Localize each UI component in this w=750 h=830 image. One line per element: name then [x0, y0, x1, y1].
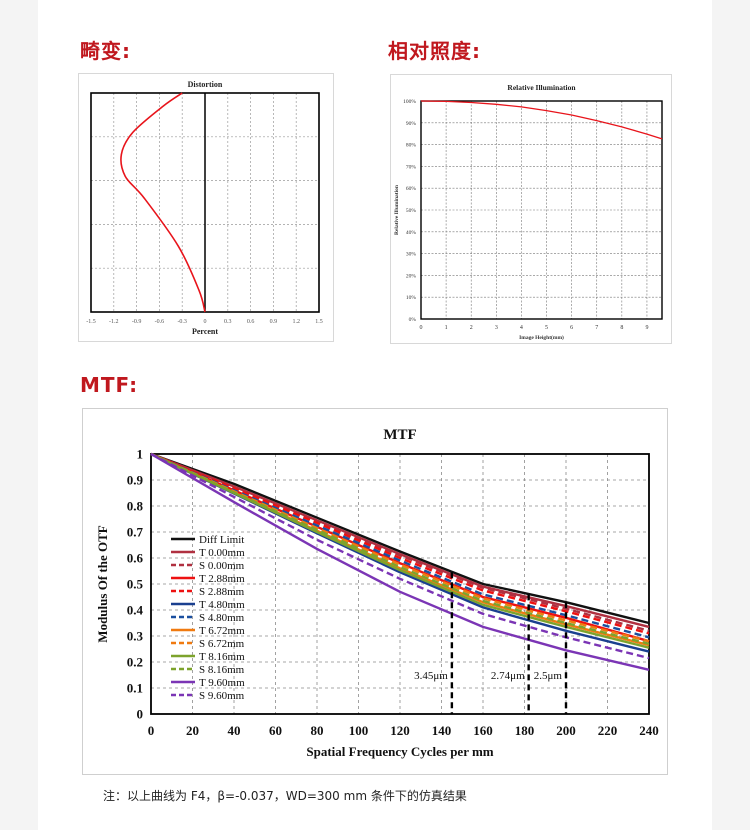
mtf-pixel-size-label: 2.74μm — [491, 670, 525, 682]
mtf-y-tick-label: 0.5 — [127, 577, 144, 592]
mtf-y-tick-label: 0.6 — [127, 551, 144, 566]
mtf-series-line — [150, 452, 650, 635]
mtf-x-tick-label: 0 — [148, 723, 155, 738]
mtf-y-tick-label: 0.8 — [127, 499, 144, 514]
ri-y-axis-label: Relative Illumination — [394, 185, 400, 235]
mtf-x-tick-label: 20 — [186, 723, 199, 738]
mtf-y-axis-label: Modulus Of the OTF — [95, 525, 110, 642]
ri-x-axis-label: Image Height(mm) — [519, 334, 564, 341]
mtf-series-line — [150, 452, 650, 645]
mtf-legend-entry: Diff Limit — [199, 534, 244, 546]
mtf-x-tick-label: 180 — [515, 723, 535, 738]
mtf-legend-entry: S 9.60mm — [199, 690, 245, 702]
ri-curve — [420, 100, 663, 140]
ri-y-tick-label: 90% — [406, 121, 417, 127]
ri-x-tick-label: 7 — [595, 325, 598, 331]
distortion-curve — [120, 92, 206, 313]
mtf-legend-entry: T 0.00mm — [199, 547, 245, 559]
mtf-series-line — [150, 452, 650, 671]
ri-y-tick-label: 30% — [406, 252, 417, 258]
ri-y-tick-label: 80% — [406, 143, 417, 149]
distortion-x-tick-label: 0.3 — [224, 319, 232, 325]
mtf-y-tick-label: 0.9 — [127, 473, 144, 488]
mtf-legend-entry: T 9.60mm — [199, 677, 245, 689]
mtf-y-tick-label: 0.3 — [127, 629, 144, 644]
mtf-y-tick-label: 1 — [137, 447, 144, 462]
ri-y-tick-label: 0% — [409, 317, 417, 323]
mtf-x-tick-label: 140 — [432, 723, 452, 738]
mtf-y-tick-label: 0.7 — [127, 525, 144, 540]
distortion-x-tick-label: -0.9 — [132, 319, 142, 325]
mtf-x-tick-label: 80 — [311, 723, 324, 738]
ri-y-tick-label: 60% — [406, 186, 417, 192]
mtf-legend-entry: T 2.88mm — [199, 573, 245, 585]
mtf-pixel-size-label: 2.5μm — [534, 670, 563, 682]
mtf-x-tick-label: 100 — [349, 723, 369, 738]
distortion-x-tick-label: 1.5 — [315, 319, 323, 325]
distortion-x-tick-label: -1.2 — [109, 319, 119, 325]
ri-title: Relative Illumination — [507, 83, 576, 92]
mtf-x-tick-label: 220 — [598, 723, 618, 738]
mtf-y-tick-label: 0.2 — [127, 655, 143, 670]
mtf-x-tick-label: 120 — [390, 723, 410, 738]
ri-x-tick-label: 6 — [570, 325, 573, 331]
distortion-title: Distortion — [188, 80, 223, 89]
relative-illumination-chart: 0 1 2 3 4 5 6 7 8 90%10%20%30%40%50%60%70%80%90%1… — [394, 83, 663, 341]
mtf-pixel-size-label: 3.45μm — [414, 670, 448, 682]
mtf-y-tick-label: 0.1 — [127, 681, 143, 696]
ri-x-tick-label: 2 — [470, 325, 473, 331]
ri-x-tick-label: 8 — [620, 325, 623, 331]
mtf-title: MTF — [383, 427, 416, 443]
distortion-heading: 畸变: — [80, 39, 131, 63]
distortion-x-tick-label: 1.2 — [292, 319, 300, 325]
mtf-heading: MTF: — [80, 373, 139, 397]
ri-plot-frame — [420, 100, 663, 320]
distortion-x-tick-label: 0.9 — [270, 319, 278, 325]
mtf-x-tick-label: 60 — [269, 723, 282, 738]
mtf-y-tick-label: 0.4 — [127, 603, 144, 618]
mtf-legend-entry: S 8.16mm — [199, 664, 245, 676]
mtf-legend-entry: S 2.88mm — [199, 586, 245, 598]
mtf-x-tick-label: 240 — [639, 723, 659, 738]
mtf-legend-entry: T 4.80mm — [199, 599, 245, 611]
ri-x-tick-label: 9 — [645, 325, 648, 331]
mtf-legend-entry: S 6.72mm — [199, 638, 245, 650]
simulation-note: 注：以上曲线为 F4，β=-0.037，WD=300 mm 条件下的仿真结果 — [103, 789, 467, 803]
mtf-legend-entry: T 6.72mm — [199, 625, 245, 637]
mtf-chart-panel: 0 20 40 60 80 100 120 140 160 180 200 220 240 0 0.1 0.2… — [82, 408, 668, 775]
ri-x-tick-label: 5 — [545, 325, 548, 331]
ri-x-tick-label: 3 — [495, 325, 498, 331]
ri-y-tick-label: 70% — [406, 164, 417, 170]
distortion-chart-panel: -1.5 -1.2 -0.9 -0.6 -0.3 0 0.3 0.6 0.9 1.2 1.5 Dist… — [78, 73, 334, 342]
mtf-legend-entry: S 4.80mm — [199, 612, 245, 624]
ri-y-tick-label: 10% — [406, 295, 417, 301]
relative-illumination-heading: 相对照度: — [388, 39, 481, 63]
mtf-plot-frame — [150, 453, 650, 715]
ri-x-tick-label: 0 — [420, 325, 423, 331]
relative-illumination-chart-panel: 0 1 2 3 4 5 6 7 8 9 0% 10% 20% 30% 40% 50% 60% 70% 80% 90% 1… — [390, 74, 672, 344]
distortion-x-axis-label: Percent — [192, 327, 218, 336]
mtf-legend-entry: S 0.00mm — [199, 560, 245, 572]
ri-x-tick-label: 4 — [520, 325, 523, 331]
distortion-x-tick-label: 0.6 — [247, 319, 255, 325]
distortion-chart: -1.5 -1.2 -0.9 -0.6 -0.3 0 0.3 0.6 0.9 1.2 1.5 Dist… — [86, 80, 323, 336]
ri-x-tick-label: 1 — [445, 325, 448, 331]
mtf-legend-entry: T 8.16mm — [199, 651, 245, 663]
distortion-x-tick-label: -1.5 — [86, 319, 96, 325]
mtf-x-tick-label: 200 — [556, 723, 576, 738]
distortion-x-tick-label: 0 — [204, 319, 207, 325]
mtf-y-tick-label: 0 — [137, 707, 144, 722]
ri-y-tick-label: 100% — [403, 99, 416, 105]
ri-y-tick-label: 50% — [406, 208, 417, 214]
mtf-x-axis-label: Spatial Frequency Cycles per mm — [306, 744, 493, 759]
mtf-x-tick-label: 160 — [473, 723, 493, 738]
mtf-chart: 0 20 40 60 80 100 120 140 160 180 200 220 240 0 0.1 0.2… — [95, 427, 659, 759]
ri-y-tick-label: 20% — [406, 273, 417, 279]
ri-y-tick-label: 40% — [406, 230, 417, 236]
distortion-x-tick-label: -0.3 — [177, 319, 187, 325]
distortion-x-tick-label: -0.6 — [155, 319, 165, 325]
mtf-x-tick-label: 40 — [228, 723, 241, 738]
